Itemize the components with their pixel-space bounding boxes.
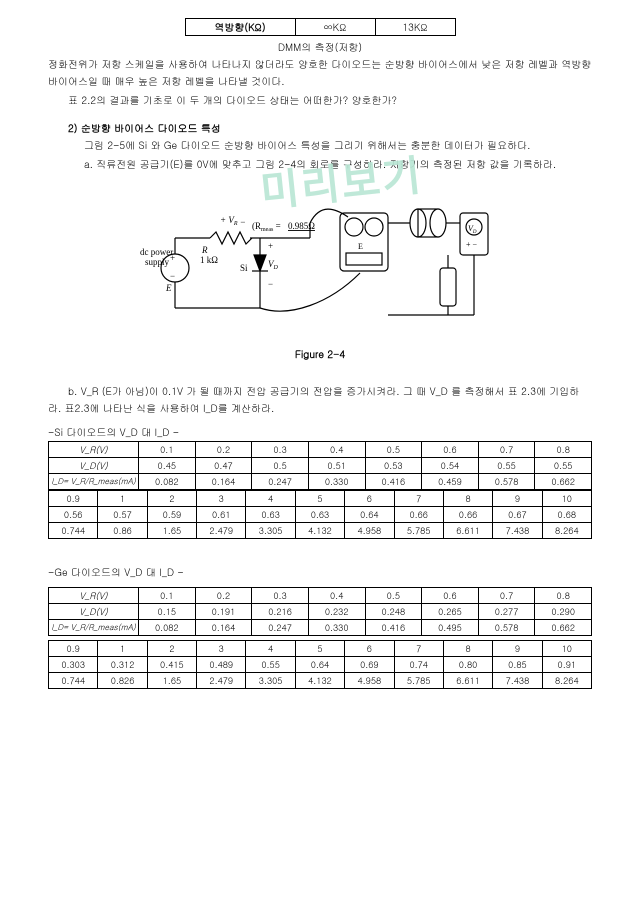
fig-minus2: − <box>268 279 273 289</box>
section-2-p1: 그림 2-5에 Si 와 Ge 다이오드 순방향 바이어스 특성을 그리기 위해… <box>48 137 592 154</box>
ge-row-vr: V_R(V) <box>49 588 139 604</box>
si-table-1: V_R(V) 0.10.20.30.40.50.60.70.8 V_D(V) 0… <box>48 441 592 490</box>
reverse-resistance-table: 역방향(KΩ) ∞KΩ 13KΩ <box>185 18 456 36</box>
si-row-vr: V_R(V) <box>49 442 139 458</box>
fig-Si: Si <box>240 263 248 273</box>
fig-Rmeas: (Rmeas = <box>252 221 281 233</box>
fig-VR: + VR − <box>220 215 246 227</box>
fig-VD: VD <box>268 259 279 271</box>
fig-E: E <box>165 283 172 293</box>
ge-row-vd: V_D(V) <box>49 604 139 620</box>
figure-caption: Figure 2-4 <box>48 347 592 361</box>
ge-table-2: 0.912345678910 0.3030.3120.4150.4890.550… <box>48 640 592 689</box>
circuit-svg: dc powersupply E + − + VR − R 1 kΩ (Rmea… <box>140 183 500 338</box>
rev-head: 역방향(KΩ) <box>185 19 295 36</box>
paragraph-1: 정화전위가 저항 스케일을 사용하여 나타나지 않더라도 양호한 다이오드는 순… <box>48 56 592 90</box>
document-page: 미리보기 역방향(KΩ) ∞KΩ 13KΩ DMM의 측정(저항) 정화전위가 … <box>0 0 640 719</box>
section-2-title: 2) 순방향 바이어스 다이오드 특성 <box>48 121 592 135</box>
ge-row-id: I_D= V_R/R_meas(mA) <box>49 620 139 636</box>
paragraph-2: 표 2.2의 결과를 기초로 이 두 개의 다이오드 상태는 어떠한가? 양호한… <box>48 92 592 109</box>
fig-meter-E: E <box>358 242 363 251</box>
dmm-caption: DMM의 측정(저항) <box>48 40 592 54</box>
si-row-id: I_D= V_R/R_meas(mA) <box>49 474 139 490</box>
ge-table-1: V_R(V) 0.10.20.30.40.50.60.70.8 V_D(V) 0… <box>48 587 592 636</box>
fig-minus: − <box>170 271 175 281</box>
section-2-b: b. V_R (E가 아님)이 0.1V 가 될 때까지 전압 공급기의 전압을… <box>48 383 592 417</box>
si-caption: -Si 다이오드의 V_D 대 I_D - <box>48 425 592 439</box>
fig-plus: + <box>170 253 175 263</box>
fig-R: R <box>201 245 208 255</box>
fig-Rmeasval: 0.985Ω <box>288 221 315 231</box>
si-row-vd: V_D(V) <box>49 458 139 474</box>
si-table-2: 0.912345678910 0.560.570.590.610.630.630… <box>48 490 592 539</box>
fig-plus2: + <box>268 241 273 251</box>
fig-meter-pm: + − <box>466 240 478 249</box>
fig-dc-label: dc powersupply <box>140 247 173 267</box>
figure-2-4: dc powersupply E + − + VR − R 1 kΩ (Rmea… <box>48 183 592 361</box>
ge-caption: -Ge 다이오드의 V_D 대 I_D - <box>48 565 592 579</box>
rev-c1: ∞KΩ <box>295 19 375 36</box>
fig-Rval: 1 kΩ <box>200 255 218 265</box>
section-2-a: a. 직류전원 공급기(E)를 0V에 맞추고 그림 2-4의 회로를 구성하라… <box>48 156 592 173</box>
rev-c2: 13KΩ <box>375 19 455 36</box>
